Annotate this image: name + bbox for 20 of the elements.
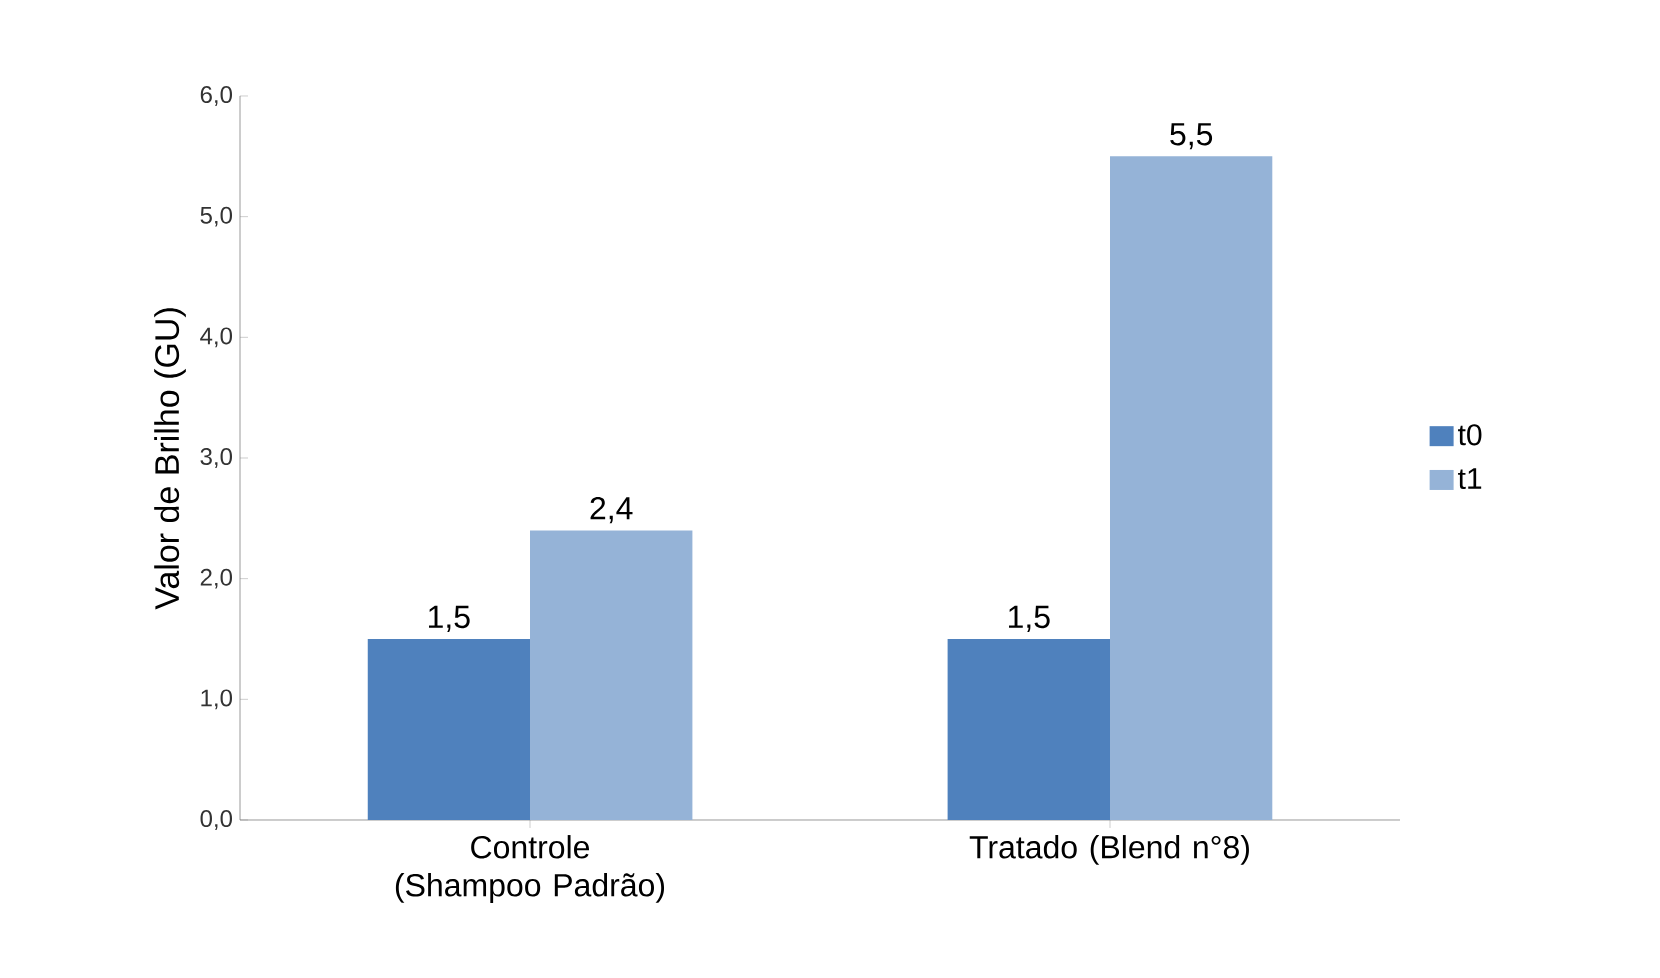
- y-tick-label: 4,0: [200, 327, 233, 348]
- y-tick-label: 1,0: [201, 689, 233, 710]
- y-tick-label: 5,0: [200, 206, 233, 227]
- legend-label: t0: [1458, 424, 1482, 446]
- bar: [947, 638, 1111, 820]
- x-tick-label: Controle (Shampoo Padrão): [395, 835, 665, 903]
- y-tick-label: 6,0: [200, 86, 233, 106]
- legend-label: t1: [1458, 468, 1482, 489]
- bar: [530, 530, 693, 820]
- x-tick-label: Tratado (Blend n°8): [969, 835, 1249, 865]
- bar: [1110, 156, 1273, 820]
- data-label: 5,5: [1170, 123, 1213, 150]
- data-label: 1,5: [1009, 605, 1050, 632]
- bar: [367, 638, 531, 820]
- y-tick-label: 3,0: [200, 448, 233, 468]
- data-label: 1,5: [429, 605, 470, 632]
- data-label: 2,4: [590, 496, 633, 524]
- y-axis-title: Valor de Brilho (GU): [154, 308, 186, 610]
- y-tick-label: 2,0: [200, 568, 233, 589]
- y-tick-label: 0,0: [200, 810, 233, 830]
